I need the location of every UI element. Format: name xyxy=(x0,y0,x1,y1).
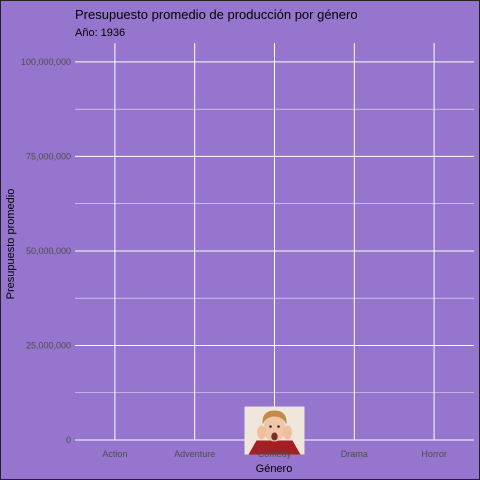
y-tick-label: 100,000,000 xyxy=(21,57,71,67)
photo-face xyxy=(263,415,286,442)
photo-shirt xyxy=(248,440,301,455)
gridlines xyxy=(75,43,474,441)
photo-left-eye xyxy=(269,425,272,428)
photo-right-eye xyxy=(277,425,280,428)
points-layer xyxy=(244,406,305,455)
photo-left-hand xyxy=(257,425,266,440)
photo-mouth xyxy=(271,432,278,441)
photo-hair xyxy=(262,410,287,425)
x-axis-title: Género xyxy=(256,463,293,475)
y-tick-label: 75,000,000 xyxy=(26,151,71,161)
y-tick-label: 50,000,000 xyxy=(26,246,71,256)
x-tick-label: Adventure xyxy=(174,449,215,459)
data-point-comedy xyxy=(244,406,305,455)
x-ticks: Action Adventure Comedy Drama Horror xyxy=(102,449,446,459)
y-axis-title: Presupuesto promedio xyxy=(5,189,17,300)
kid-face-photo-icon xyxy=(244,406,305,455)
chart-title: Presupuesto promedio de producción por g… xyxy=(75,7,358,22)
x-tick-label: Action xyxy=(102,449,127,459)
x-tick-label: Comedy xyxy=(258,449,292,459)
x-tick-label: Drama xyxy=(341,449,368,459)
x-tick-label: Horror xyxy=(421,449,447,459)
y-ticks: 0 25,000,000 50,000,000 75,000,000 100,000,0… xyxy=(21,57,71,445)
photo-right-hand xyxy=(283,425,292,440)
chart-subtitle: Año: 1936 xyxy=(75,27,125,39)
y-tick-label: 0 xyxy=(66,435,71,445)
y-tick-label: 25,000,000 xyxy=(26,340,71,350)
